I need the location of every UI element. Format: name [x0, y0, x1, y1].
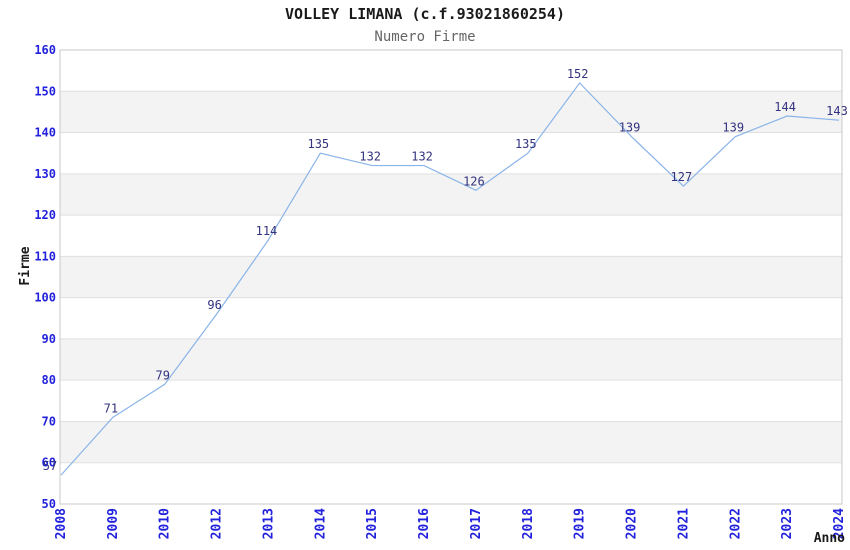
- x-tick-label: 2010: [158, 508, 173, 539]
- data-label: 144: [774, 100, 796, 114]
- data-label: 135: [515, 137, 537, 151]
- data-label: 57: [43, 459, 57, 473]
- x-tick-label: 2024: [832, 508, 847, 539]
- y-tick-label: 60: [42, 456, 56, 470]
- x-tick-label: 2008: [54, 508, 69, 539]
- x-tick-label: 2012: [210, 508, 225, 539]
- data-label: 132: [411, 150, 433, 164]
- x-tick-label: 2018: [521, 508, 536, 539]
- data-label: 139: [722, 121, 744, 135]
- x-tick-label: 2023: [780, 508, 795, 539]
- line-series: [60, 82, 840, 476]
- grid-band: [60, 91, 842, 133]
- x-tick-label: 2009: [106, 508, 121, 539]
- y-tick-label: 80: [42, 373, 56, 387]
- plot-border: [59, 49, 843, 505]
- data-label: 152: [567, 67, 589, 81]
- data-label: 139: [619, 121, 641, 135]
- data-label: 79: [156, 368, 170, 382]
- data-label: 135: [307, 137, 329, 151]
- x-tick-label: 2020: [625, 508, 640, 539]
- data-label: 127: [671, 170, 693, 184]
- x-tick-label: 2016: [417, 508, 432, 539]
- y-tick-label: 150: [34, 84, 56, 98]
- x-tick-label: 2019: [573, 508, 588, 539]
- data-label: 71: [104, 401, 118, 415]
- y-tick-label: 90: [42, 332, 56, 346]
- data-label: 143: [826, 104, 848, 118]
- data-label: 96: [207, 298, 221, 312]
- x-tick-label: 2014: [313, 508, 328, 539]
- y-tick-label: 120: [34, 208, 56, 222]
- grid-band: [60, 256, 842, 298]
- x-tick-label: 2017: [469, 508, 484, 539]
- x-tick-label: 2013: [261, 508, 276, 539]
- y-tick-label: 160: [34, 43, 56, 57]
- y-tick-label: 130: [34, 167, 56, 181]
- y-tick-label: 70: [42, 414, 56, 428]
- grid-band: [60, 173, 842, 216]
- x-tick-label: 2015: [365, 508, 380, 539]
- y-tick-label: 50: [42, 497, 56, 511]
- x-tick-label: 2021: [676, 508, 691, 539]
- y-axis-title: Firme: [18, 246, 33, 285]
- chart-title: VOLLEY LIMANA (c.f.93021860254): [285, 5, 565, 23]
- x-axis-title: Anno: [814, 531, 845, 546]
- chart-subtitle: Numero Firme: [374, 29, 475, 45]
- data-label: 126: [463, 174, 485, 188]
- data-label: 132: [359, 150, 381, 164]
- data-label: 114: [256, 224, 278, 238]
- y-tick-label: 110: [34, 249, 56, 263]
- grid-band: [60, 421, 842, 463]
- y-tick-label: 140: [34, 126, 56, 140]
- x-tick-label: 2022: [728, 508, 743, 539]
- y-tick-label: 100: [34, 291, 56, 305]
- grid-band: [60, 338, 842, 381]
